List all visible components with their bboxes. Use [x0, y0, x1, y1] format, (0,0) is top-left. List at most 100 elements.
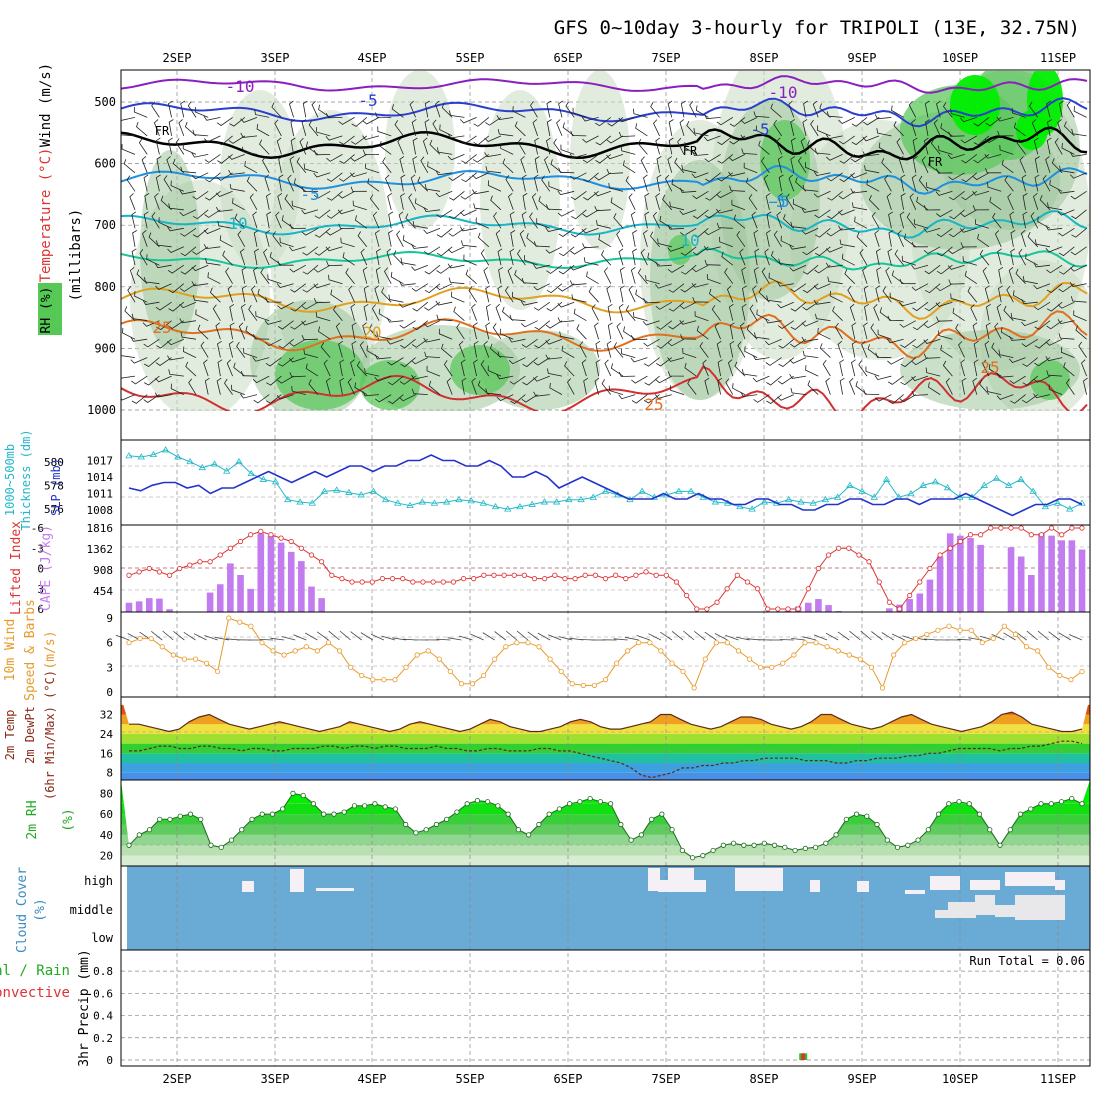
rh2m-ytick: 40	[100, 829, 113, 842]
wind10-speed-line-point	[315, 649, 319, 653]
cape-bar	[957, 536, 964, 612]
wind10-speed-line-point	[337, 649, 341, 653]
date-label-top: 3SEP	[261, 51, 290, 65]
lifted-index-line-point	[826, 553, 830, 557]
lifted-index-line-point	[522, 573, 526, 577]
lifted-index-line-point	[1029, 533, 1033, 537]
wind10-speed-line-point	[304, 645, 308, 649]
lifted-index-line-point	[330, 573, 334, 577]
lifted-index-line-point	[461, 576, 465, 580]
lifted-index-line-point	[157, 570, 161, 574]
cape-bar	[1018, 556, 1025, 612]
date-label-bottom: 3SEP	[261, 1072, 290, 1086]
date-label-top: 7SEP	[652, 51, 681, 65]
lifted-index-line-point	[948, 546, 952, 550]
rh2m-line-point	[332, 812, 336, 816]
lifted-index-line-point	[745, 580, 749, 584]
surface-wind-barb	[1059, 633, 1071, 640]
rh2m-line-point	[393, 807, 397, 811]
wind10-speed-line-point	[227, 616, 231, 620]
cloud-high-block	[1005, 872, 1055, 886]
slp-ytick: 1014	[87, 471, 114, 484]
lifted-index-line-point	[360, 580, 364, 584]
cape-bar	[268, 536, 275, 612]
surface-wind-barb	[305, 633, 317, 640]
cape-bar	[967, 538, 974, 612]
rh2m-line-point	[291, 791, 295, 795]
rh2m-line-point	[403, 822, 407, 826]
temp2m-ytick: 24	[100, 728, 114, 741]
thickness-line-point	[676, 488, 682, 493]
lifted-index-line-point	[553, 573, 557, 577]
rh2m-line-point	[906, 843, 910, 847]
surface-wind-barb	[694, 631, 705, 640]
lifted-index-line-point	[279, 536, 283, 540]
rh2m-line-point	[362, 804, 366, 808]
temp2m-axis-title-0: 2m Temp	[3, 710, 17, 761]
cloud-high-block	[810, 880, 820, 892]
cape-bar	[278, 543, 285, 612]
panel-frame-wind	[121, 612, 1090, 697]
rh2m-line-point	[608, 802, 612, 806]
surface-wind-barb	[293, 635, 306, 640]
lifted-index-line-point	[603, 576, 607, 580]
contour-label: 25	[152, 318, 171, 337]
surface-wind-barb	[517, 631, 528, 640]
precip-convective-bar	[801, 1053, 805, 1060]
surface-wind-barb	[361, 633, 373, 640]
cape-bar	[318, 598, 325, 612]
cloud-high-block	[316, 888, 354, 891]
rh2m-line-point	[526, 833, 530, 837]
cape-ytick: 908	[93, 564, 113, 577]
surface-wind-barb	[495, 632, 506, 641]
surface-wind-barb	[548, 635, 561, 640]
slp-line	[129, 455, 1082, 516]
rh2m-line-point	[598, 799, 602, 803]
rh2m-line-point	[1008, 827, 1012, 831]
thickness-axis-title-0: 1000~500mb	[3, 444, 17, 516]
surface-wind-barb	[329, 631, 340, 640]
lifted-index-line-point	[725, 587, 729, 591]
precip-ytick: 0.8	[93, 965, 113, 978]
wind10-speed-line-point	[1013, 632, 1017, 636]
lifted-index-line-point	[542, 576, 546, 580]
rh2m-line-point	[998, 843, 1002, 847]
rh2m-line-point	[660, 812, 664, 816]
wind10-speed-line-point	[936, 628, 940, 632]
contour-label: -10	[226, 77, 255, 96]
wind10-speed-line-point	[648, 640, 652, 644]
lifted-index-line-point	[836, 546, 840, 550]
cloud-axis-title-0: Cloud Cover	[15, 867, 30, 953]
cape-bar	[257, 533, 264, 612]
contour-label: -5	[770, 192, 789, 211]
wind10-speed-line-point	[204, 661, 208, 665]
rh2m-line-point	[1080, 802, 1084, 806]
lifted-index-line-point	[684, 593, 688, 597]
lifted-index-line-point	[177, 566, 181, 570]
rh2m-line-point	[414, 831, 418, 835]
slp-ytick: 1008	[87, 504, 114, 517]
rh2m-line-point	[455, 810, 459, 814]
surface-wind-barb	[538, 633, 550, 640]
wind10-speed-line-point	[504, 645, 508, 649]
wind10-speed-line-point	[770, 665, 774, 669]
chart-title: GFS 0~10day 3-hourly for TRIPOLI (13E, 3…	[554, 17, 1080, 39]
wind10-speed-line-point	[470, 682, 474, 686]
lifted-index-line-point	[319, 560, 323, 564]
lifted-index-line-point	[309, 553, 313, 557]
rh2m-line-point	[1018, 812, 1022, 816]
lifted-index-line-point	[918, 580, 922, 584]
wind10-axis-title-2: (m/s)	[43, 630, 58, 669]
lifted-index-line-point	[563, 576, 567, 580]
date-label-top: 2SEP	[163, 51, 192, 65]
surface-wind-barb	[282, 637, 296, 641]
rh-band	[121, 835, 1090, 845]
lifted-index-line-point	[928, 566, 932, 570]
cape-bar	[947, 533, 954, 612]
surface-wind-barb	[648, 634, 661, 640]
rh2m-line-point	[721, 843, 725, 847]
rh2m-line-point	[588, 796, 592, 800]
upper-ytick: 800	[94, 280, 116, 294]
temp-band	[121, 753, 1090, 763]
